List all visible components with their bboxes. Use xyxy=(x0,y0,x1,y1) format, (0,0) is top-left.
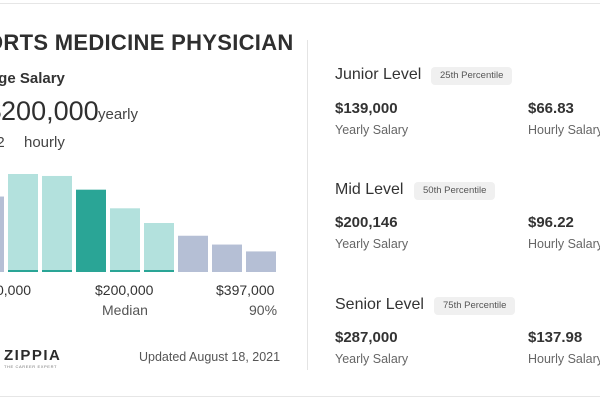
histogram-bar-8 xyxy=(212,244,242,272)
histogram-bar-7 xyxy=(178,235,208,272)
junior-hourly-salary: $66.83 xyxy=(528,100,574,117)
senior-percentile-badge: 75th Percentile xyxy=(434,297,516,315)
salary-distribution-chart xyxy=(0,174,276,272)
histogram-bar-6 xyxy=(144,223,174,272)
mid-yearly-label: Yearly Salary xyxy=(335,237,409,251)
average-salary-number: 200,000 xyxy=(1,96,99,126)
mid-percentile-badge: 50th Percentile xyxy=(414,182,496,200)
senior-hourly-label: Hourly Salary xyxy=(528,352,600,366)
histogram-bar-base-2 xyxy=(8,270,38,272)
zippia-logo-tagline: THE CAREER EXPERT xyxy=(4,364,58,369)
zippia-logo[interactable]: ZIPPIA xyxy=(4,347,62,364)
mid-hourly-label: Hourly Salary xyxy=(528,237,600,251)
histogram-bar-base-6 xyxy=(144,270,174,272)
percentile-90-label: 90% xyxy=(249,302,278,318)
junior-yearly-salary: $139,000 xyxy=(335,100,398,117)
column-divider xyxy=(307,40,308,370)
median-label: Median xyxy=(102,302,148,318)
junior-percentile-badge: 25th Percentile xyxy=(431,67,513,85)
histogram-bar-5 xyxy=(110,208,140,272)
average-hourly-value: 22 xyxy=(0,134,5,151)
average-salary-unit: yearly xyxy=(98,106,139,123)
bottom-divider xyxy=(0,396,600,397)
histogram-bar-4 xyxy=(76,189,106,272)
mid-hourly-salary: $96.22 xyxy=(528,214,574,231)
mid-yearly-salary: $200,146 xyxy=(335,214,398,231)
top-divider xyxy=(0,3,600,4)
tick-label-low: 0,000 xyxy=(0,282,32,298)
average-salary-label: rage Salary xyxy=(0,70,65,87)
senior-yearly-label: Yearly Salary xyxy=(335,352,409,366)
senior-hourly-salary: $137.98 xyxy=(528,329,583,346)
junior-level-title: Junior Level xyxy=(335,66,422,83)
histogram-bar-3 xyxy=(42,175,72,272)
senior-yearly-salary: $287,000 xyxy=(335,329,398,346)
histogram-bar-base-5 xyxy=(110,270,140,272)
average-hourly-unit: hourly xyxy=(24,134,65,151)
junior-yearly-label: Yearly Salary xyxy=(335,123,409,137)
junior-hourly-label: Hourly Salary xyxy=(528,123,600,137)
page-title: ORTS MEDICINE PHYSICIAN xyxy=(0,30,294,55)
histogram-bar-9 xyxy=(246,251,276,272)
updated-date: Updated August 18, 2021 xyxy=(139,350,281,364)
histogram-bar-1 xyxy=(0,196,4,272)
tick-label-high: $397,000 xyxy=(216,282,275,298)
histogram-bar-2 xyxy=(8,174,38,272)
histogram-bar-base-3 xyxy=(42,270,72,272)
average-salary-value: $200,000 xyxy=(0,96,99,127)
tick-label-median: $200,000 xyxy=(95,282,154,298)
senior-level-title: Senior Level xyxy=(335,296,424,313)
mid-level-title: Mid Level xyxy=(335,181,404,198)
